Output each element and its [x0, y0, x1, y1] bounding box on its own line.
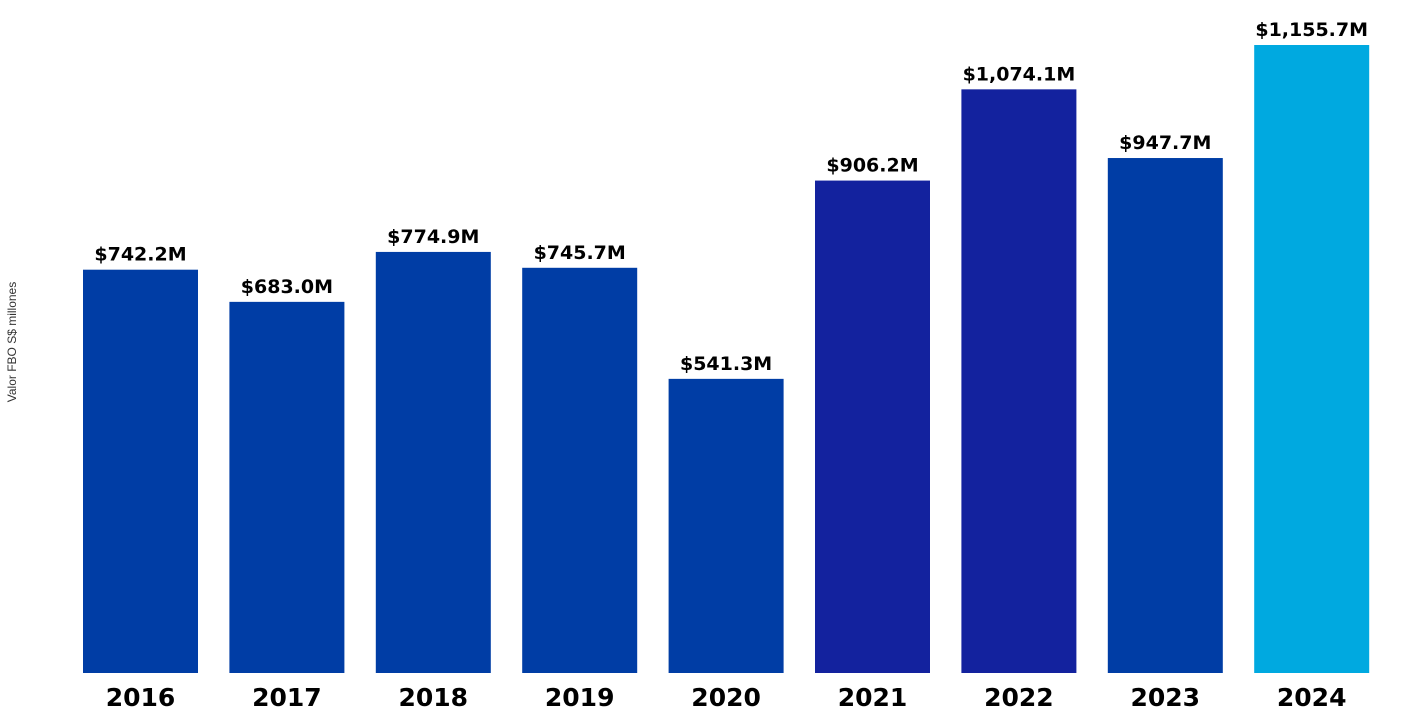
- data-label: $774.9M: [387, 226, 479, 248]
- bar-2023: [1107, 158, 1223, 673]
- data-label: $947.7M: [1119, 132, 1211, 154]
- x-tick-label: 2018: [399, 683, 469, 712]
- data-label: $742.2M: [94, 244, 186, 266]
- bar-2018: [375, 251, 491, 673]
- data-label: $683.0M: [241, 276, 333, 298]
- x-tick-label: 2023: [1131, 683, 1201, 712]
- x-tick-label: 2021: [838, 683, 908, 712]
- data-label: $745.7M: [534, 242, 626, 264]
- bar-2019: [522, 267, 638, 673]
- x-tick-label: 2022: [984, 683, 1054, 712]
- data-label: $906.2M: [826, 155, 918, 177]
- x-tick-label: 2020: [691, 683, 761, 712]
- data-label: $541.3M: [680, 353, 772, 375]
- data-label: $1,074.1M: [963, 63, 1076, 85]
- bar-2020: [668, 378, 784, 673]
- bar-2021: [815, 180, 930, 673]
- data-label: $1,155.7M: [1255, 19, 1368, 41]
- x-tick-label: 2016: [106, 683, 176, 712]
- bar-2022: [961, 89, 1077, 673]
- x-tick-label: 2017: [252, 683, 322, 712]
- x-tick-label: 2019: [545, 683, 615, 712]
- x-tick-label: 2024: [1277, 683, 1347, 712]
- bar-2024: [1254, 45, 1370, 673]
- bar-2016: [83, 269, 198, 673]
- bar-2017: [229, 301, 345, 673]
